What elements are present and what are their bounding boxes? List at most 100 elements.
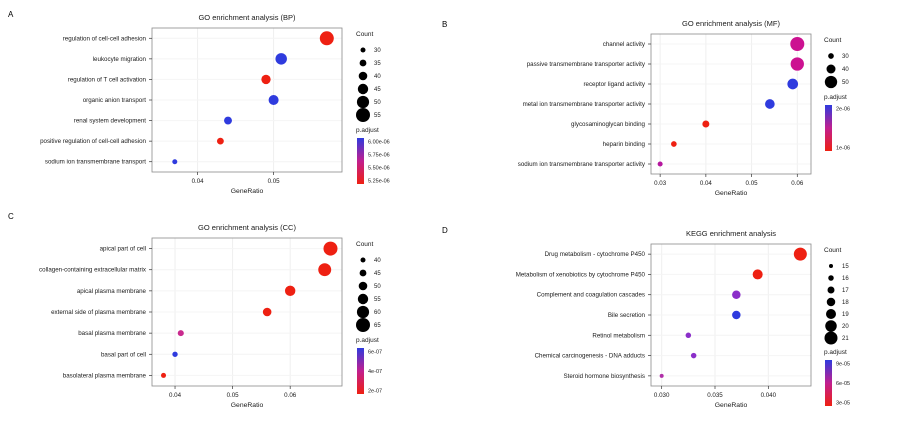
count-legend-label: 30 — [842, 54, 849, 60]
x-axis-label: GeneRatio — [715, 402, 748, 409]
count-legend-dot — [825, 320, 837, 332]
count-legend-label: 45 — [374, 87, 381, 93]
data-point — [284, 285, 296, 297]
category-label: apical plasma membrane — [77, 288, 147, 295]
count-legend-title: Count — [356, 241, 374, 248]
data-point — [261, 74, 271, 85]
padjust-legend-label: 6e-07 — [368, 350, 382, 356]
x-tick-label: 0.035 — [707, 392, 723, 399]
count-legend-dot — [356, 95, 370, 109]
category-label: collagen-containing extracellular matrix — [39, 267, 147, 274]
data-point — [172, 159, 178, 165]
padjust-legend-title: p.adjust — [356, 127, 379, 134]
padjust-legend-label: 9e-05 — [836, 362, 850, 368]
data-point — [732, 310, 741, 320]
count-legend-label: 18 — [842, 300, 849, 306]
category-label: Steroid hormone biosynthesis — [563, 373, 645, 380]
chart-title: KEGG enrichment analysis — [686, 229, 776, 238]
x-tick-label: 0.040 — [761, 392, 777, 399]
count-legend-dot — [828, 275, 834, 281]
data-point — [224, 116, 232, 125]
data-point — [732, 290, 741, 299]
category-label: renal system development — [74, 118, 147, 125]
count-legend-label: 65 — [374, 323, 381, 329]
count-legend-label: 17 — [842, 288, 849, 294]
count-legend-label: 16 — [842, 276, 849, 282]
count-legend-dot — [356, 305, 370, 319]
data-point — [319, 31, 334, 46]
category-label: Drug metabolism - cytochrome P450 — [545, 251, 646, 258]
data-point — [268, 94, 279, 106]
count-legend-dot — [358, 281, 368, 291]
data-point — [790, 37, 805, 51]
data-point — [318, 263, 332, 277]
padjust-colorbar — [357, 348, 364, 394]
category-label: channel activity — [603, 41, 646, 48]
count-legend-dot — [827, 286, 835, 294]
count-legend-label: 50 — [374, 284, 381, 290]
x-axis-label: GeneRatio — [715, 190, 748, 197]
x-tick-label: 0.05 — [746, 180, 759, 187]
count-legend-dot — [828, 53, 834, 59]
category-label: basolateral plasma membrane — [63, 372, 147, 379]
count-legend-label: 50 — [842, 80, 849, 86]
padjust-legend-title: p.adjust — [824, 349, 847, 356]
x-tick-label: 0.05 — [227, 392, 240, 399]
padjust-legend-label: 6e-05 — [836, 381, 850, 387]
data-point — [690, 352, 697, 359]
dotplot-go-mf: GO enrichment analysis (MF) channel activ… — [518, 19, 850, 197]
padjust-legend-title: p.adjust — [824, 94, 847, 101]
category-label: passive transmembrane transporter activi… — [527, 61, 646, 68]
x-tick-label: 0.05 — [268, 178, 281, 185]
count-legend-title: Count — [824, 37, 842, 44]
count-legend-dot — [360, 47, 366, 53]
category-label: glycosaminoglycan binding — [571, 121, 646, 128]
category-label: metal ion transmembrane transporter acti… — [523, 101, 646, 108]
padjust-legend-label: 3e-05 — [836, 400, 850, 406]
data-point — [790, 57, 804, 71]
padjust-legend-label: 2e-06 — [836, 107, 850, 113]
count-legend-dot — [826, 64, 836, 74]
category-label: basal plasma membrane — [78, 330, 146, 337]
padjust-colorbar — [825, 105, 832, 151]
count-legend-dot — [824, 331, 838, 345]
category-label: Metabolism of xenobiotics by cytochrome … — [516, 271, 646, 278]
category-label: sodium ion transmembrane transporter act… — [518, 161, 646, 168]
category-label: Retinol metabolism — [592, 332, 645, 339]
category-label: Chemical carcinogenesis - DNA adducts — [535, 353, 645, 360]
count-legend-label: 30 — [374, 48, 381, 54]
count-legend-label: 40 — [374, 74, 381, 80]
count-legend-label: 19 — [842, 312, 849, 318]
x-tick-label: 0.04 — [700, 180, 713, 187]
count-legend-dot — [357, 83, 369, 95]
count-legend-dot — [356, 318, 370, 332]
chart-title: GO enrichment analysis (MF) — [682, 19, 780, 28]
panel-label-b: B — [442, 20, 448, 29]
data-point — [702, 120, 710, 128]
count-legend-label: 40 — [842, 67, 849, 73]
padjust-colorbar — [825, 360, 832, 406]
data-point — [161, 372, 167, 378]
data-point — [217, 137, 224, 145]
data-point — [657, 161, 663, 167]
category-label: apical part of cell — [100, 246, 146, 253]
count-legend-label: 55 — [374, 113, 381, 119]
panel-label-d: D — [442, 226, 448, 235]
data-point — [659, 373, 664, 378]
data-point — [172, 351, 178, 357]
dotplot-kegg: KEGG enrichment analysis Drug metabolism … — [516, 229, 850, 409]
padjust-legend-label: 2e-07 — [368, 388, 382, 394]
count-legend-dot — [358, 71, 368, 81]
category-label: heparin binding — [603, 141, 646, 148]
category-label: Bile secretion — [608, 312, 646, 319]
category-label: regulation of T cell activation — [68, 76, 147, 83]
count-legend-label: 35 — [374, 61, 381, 67]
count-legend-dot — [826, 309, 836, 319]
data-point — [752, 269, 763, 280]
count-legend-dot — [359, 269, 367, 277]
dotplot-go-bp: GO enrichment analysis (BP) regulation of… — [40, 13, 390, 195]
padjust-legend-label: 4e-07 — [368, 369, 382, 375]
x-tick-label: 0.030 — [654, 392, 670, 399]
panel-label-c: C — [8, 212, 14, 221]
padjust-colorbar — [357, 138, 364, 184]
